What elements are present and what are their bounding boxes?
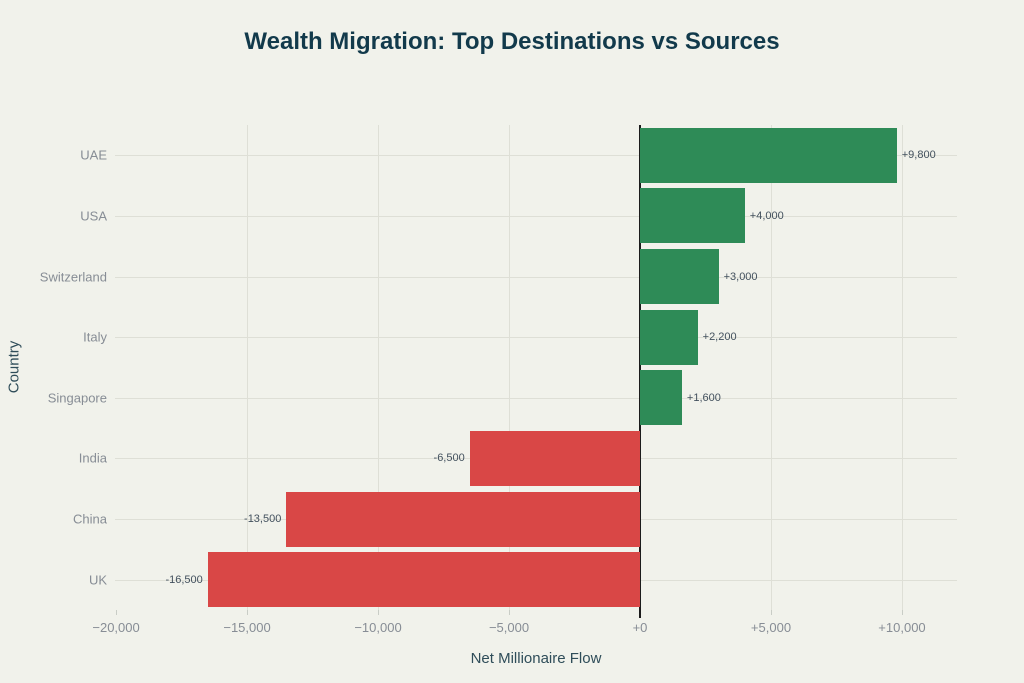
x-tick-mark (378, 610, 380, 615)
chart-title: Wealth Migration: Top Destinations vs So… (244, 28, 780, 55)
horizontal-gridline (115, 397, 957, 399)
bar-value-label: +2,200 (702, 331, 737, 344)
vertical-gridline (770, 125, 772, 610)
bar (640, 188, 745, 244)
category-label: UAE (80, 147, 107, 163)
x-axis-title: Net Millionaire Flow (470, 650, 602, 667)
bar (640, 127, 897, 183)
category-label: India (78, 450, 107, 466)
zero-line (639, 125, 641, 610)
bar-value-label: -6,500 (433, 452, 465, 465)
x-tick-mark (509, 610, 511, 615)
vertical-gridline (901, 125, 903, 610)
category-label: USA (80, 208, 107, 224)
bar-value-label: +3,000 (723, 270, 758, 283)
bar (640, 309, 698, 365)
bar-value-label: +9,800 (901, 149, 936, 162)
bar-value-label: -13,500 (244, 513, 282, 526)
bar (286, 491, 640, 547)
x-tick-label: −15,000 (223, 620, 271, 635)
bar (207, 552, 640, 608)
x-tick-label: +10,000 (878, 620, 926, 635)
vertical-gridline (509, 125, 511, 610)
x-tick-mark (770, 610, 772, 615)
zero-tick-mark (639, 610, 641, 618)
vertical-gridline (247, 125, 249, 610)
bar (640, 249, 719, 305)
category-label: China (73, 511, 107, 527)
horizontal-gridline (115, 337, 957, 339)
bar-value-label: -16,500 (165, 573, 203, 586)
category-label: Italy (83, 329, 107, 345)
x-tick-label: −10,000 (354, 620, 402, 635)
bar (469, 430, 640, 486)
horizontal-gridline (115, 215, 957, 217)
category-label: UK (88, 572, 107, 588)
category-label: Singapore (47, 390, 107, 406)
category-label: Switzerland (39, 269, 107, 285)
x-tick-mark (116, 610, 118, 615)
bar (640, 370, 682, 426)
x-tick-mark (247, 610, 249, 615)
x-tick-label: +0 (632, 620, 648, 635)
x-tick-label: +5,000 (750, 620, 792, 635)
x-tick-mark (901, 610, 903, 615)
x-tick-label: −20,000 (92, 620, 140, 635)
vertical-gridline (378, 125, 380, 610)
horizontal-gridline (115, 276, 957, 278)
plot-area: +9,800 +4,000 +3,000 +2,200 +1,600 -6,500 -13,… (115, 125, 957, 618)
y-axis-title: Country (5, 340, 23, 394)
horizontal-gridline (115, 155, 957, 157)
bar-value-label: +1,600 (686, 391, 721, 404)
x-tick-label: −5,000 (488, 620, 530, 635)
bar-value-label: +4,000 (749, 209, 784, 222)
